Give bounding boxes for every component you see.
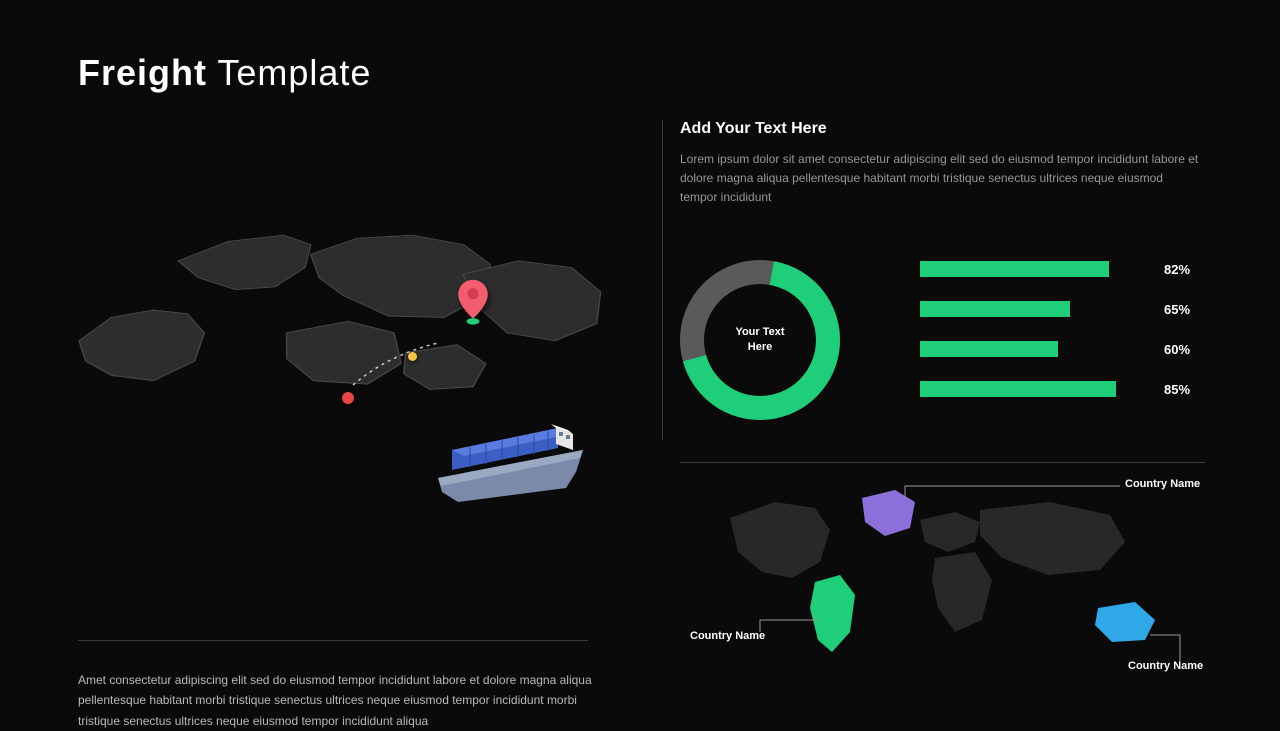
bar-fill — [920, 341, 1058, 357]
left-panel: Amet consectetur adipiscing elit sed do … — [78, 140, 628, 680]
bar-row: 85% — [920, 380, 1210, 398]
title-light: Template — [217, 52, 371, 93]
callout-greenland: Country Name — [1125, 478, 1200, 490]
bar-fill — [920, 301, 1070, 317]
bar-label: 85% — [1164, 382, 1190, 397]
cargo-ship-icon — [428, 400, 598, 510]
donut-chart: Your Text Here — [670, 250, 850, 430]
isometric-world-map — [78, 140, 628, 480]
right-paragraph: Lorem ipsum dolor sit amet consectetur a… — [680, 150, 1200, 208]
location-pin-icon — [454, 278, 492, 326]
bar-fill — [920, 261, 1109, 277]
mini-world-map: Country Name Country Name Country Name — [680, 480, 1220, 680]
callout-australia: Country Name — [1128, 660, 1203, 672]
right-panel: Add Your Text Here Lorem ipsum dolor sit… — [680, 120, 1220, 680]
right-subheading: Add Your Text Here — [680, 120, 1220, 138]
route-dot-yellow — [408, 352, 417, 361]
donut-center-label: Your Text Here — [670, 250, 850, 430]
bar-row: 65% — [920, 300, 1210, 318]
vertical-divider — [662, 120, 663, 440]
bar-label: 60% — [1164, 342, 1190, 357]
route-dot-red — [342, 392, 354, 404]
left-paragraph: Amet consectetur adipiscing elit sed do … — [78, 670, 618, 731]
donut-text-1: Your Text — [735, 325, 784, 340]
title-bold: Freight — [78, 52, 207, 93]
bar-label: 65% — [1164, 302, 1190, 317]
slide-title: Freight Template — [78, 52, 371, 94]
donut-text-2: Here — [748, 340, 772, 355]
bar-row: 82% — [920, 260, 1210, 278]
callout-southamerica: Country Name — [690, 630, 765, 642]
bar-label: 82% — [1164, 262, 1190, 277]
left-divider — [78, 640, 588, 641]
route-dotted-line — [348, 335, 478, 395]
right-divider — [680, 462, 1205, 463]
bar-row: 60% — [920, 340, 1210, 358]
bar-chart: 82% 65% 60% 85% — [920, 260, 1210, 420]
bar-fill — [920, 381, 1116, 397]
